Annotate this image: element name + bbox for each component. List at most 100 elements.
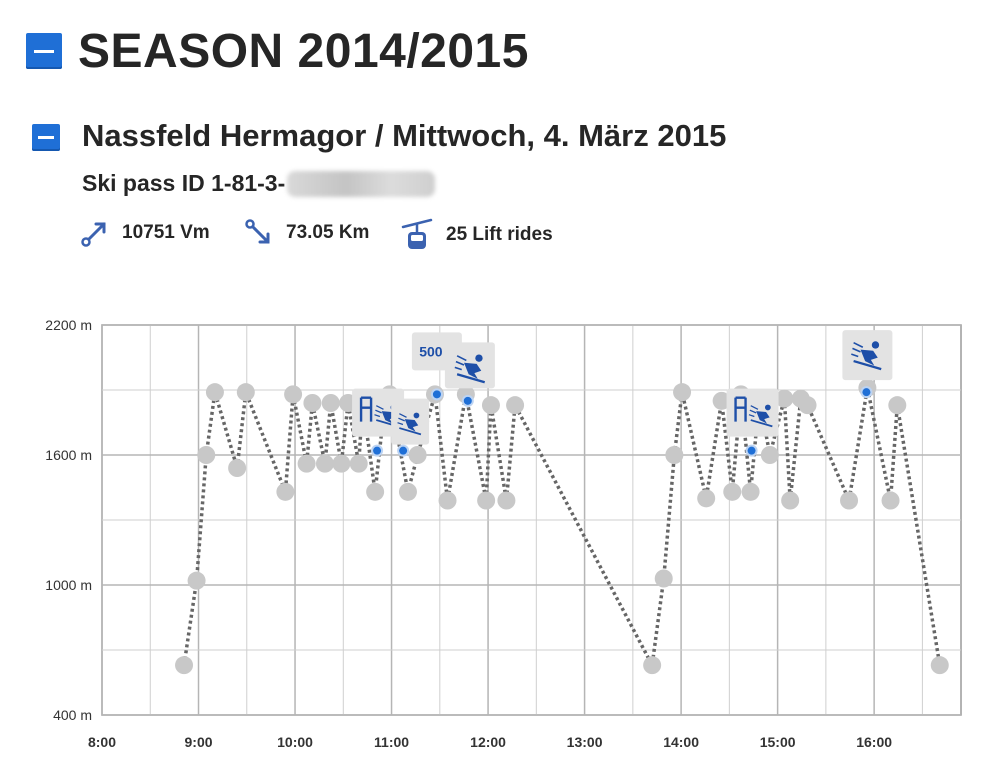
- speed-line: [456, 355, 467, 362]
- event-badge-speed: 500: [411, 332, 495, 401]
- ski: [750, 419, 773, 428]
- altitude-point: [175, 656, 194, 675]
- speed-line: [749, 409, 757, 414]
- ski: [456, 373, 486, 384]
- altitude-point: [723, 482, 742, 501]
- ascent-icon: [81, 222, 106, 247]
- lift-glyph: [734, 396, 747, 422]
- altitude-point: [665, 446, 684, 464]
- altitude-point: [760, 446, 779, 464]
- skier-glyph: [748, 404, 773, 428]
- x-tick-label: 12:00: [470, 734, 506, 750]
- altitude-point: [315, 454, 334, 473]
- skier-head: [413, 412, 420, 419]
- altitude-point: [840, 491, 859, 510]
- altitude-point: [497, 491, 516, 510]
- x-tick-label: 10:00: [277, 734, 313, 750]
- altitude-point: [197, 446, 216, 464]
- altitude-point: [276, 482, 295, 501]
- skier-glyph: [397, 412, 422, 436]
- speed-line: [397, 422, 404, 426]
- day-title: Nassfeld Hermagor / Mittwoch, 4. März 20…: [82, 118, 727, 153]
- stat-vertical: 10751 Vm: [80, 218, 210, 248]
- stat-vertical-value: 10751 Vm: [122, 222, 210, 243]
- ski: [399, 427, 422, 436]
- altitude-point: [332, 454, 351, 473]
- altitude-point: [712, 391, 731, 410]
- event-dot: [373, 446, 382, 455]
- altitude-point: [349, 454, 368, 473]
- altitude-point: [236, 383, 255, 402]
- speed-badge-label: 500: [419, 343, 443, 359]
- y-tick-label: 1000 m: [45, 577, 92, 593]
- lift-glyph: [359, 396, 373, 422]
- y-tick-label: 1600 m: [45, 447, 92, 463]
- ski: [853, 359, 882, 371]
- altitude-point: [697, 489, 716, 508]
- altitude-point: [781, 491, 800, 510]
- altitude-point: [303, 394, 322, 412]
- altitude-point: [205, 383, 224, 402]
- event-badge-lift-ski: [726, 388, 779, 457]
- altitude-point: [643, 656, 662, 675]
- event-badge-ski: [842, 330, 893, 399]
- x-tick-label: 16:00: [856, 734, 892, 750]
- speed-line: [374, 414, 381, 418]
- event-badge-ski: [391, 398, 430, 457]
- skier-body: [756, 411, 770, 424]
- ski-pass-redacted: [287, 170, 436, 197]
- stat-lifts-value: 25 Lift rides: [446, 224, 553, 245]
- y-tick-label: 2200 m: [45, 317, 92, 333]
- altitude-point: [187, 571, 206, 590]
- speed-line: [852, 347, 861, 353]
- lift-lines: [734, 396, 747, 422]
- x-tick-label: 9:00: [185, 734, 213, 750]
- altitude-point: [228, 459, 247, 477]
- event-dot: [399, 446, 408, 455]
- altitude-point: [284, 385, 303, 404]
- skier-glyph: [454, 354, 486, 384]
- x-tick-label: 13:00: [567, 734, 603, 750]
- event-badge-ski: [461, 394, 474, 407]
- altitude-point: [775, 389, 794, 408]
- speed-line: [750, 405, 759, 410]
- altitude-point: [673, 383, 692, 402]
- day-collapse-button[interactable]: [32, 124, 60, 151]
- x-tick-label: 15:00: [760, 734, 796, 750]
- speed-line: [399, 413, 407, 418]
- altitude-point: [297, 454, 316, 473]
- altitude-point: [438, 491, 457, 510]
- altitude-point: [930, 656, 949, 675]
- speed-line: [375, 405, 384, 410]
- altitude-point: [408, 446, 427, 464]
- altitude-point: [321, 394, 340, 412]
- ski-pass-row: Ski pass ID 1-81-3-: [82, 170, 436, 197]
- y-tick-label: 400 m: [53, 707, 92, 723]
- altitude-point: [477, 491, 496, 510]
- skier-body: [404, 419, 419, 432]
- altitude-point: [654, 569, 673, 588]
- event-dot: [463, 396, 472, 405]
- altitude-point: [366, 482, 385, 501]
- skier-glyph: [851, 341, 882, 371]
- event-dot: [862, 388, 871, 397]
- stat-lifts: 25 Lift rides: [400, 218, 553, 252]
- gondola-icon: [401, 218, 433, 249]
- altitude-point: [881, 491, 900, 510]
- skier-head: [764, 404, 771, 411]
- altitude-chart: 400 m 1000 m 1600 m 2200 m 8:00 9:00 10:00 11:0…: [45, 317, 962, 750]
- speed-line: [853, 341, 864, 348]
- speed-line: [454, 366, 462, 371]
- altitude-point: [481, 396, 500, 415]
- skier-head: [871, 341, 880, 349]
- season-collapse-button[interactable]: [26, 33, 62, 69]
- lift-lines: [359, 396, 373, 422]
- x-tick-label: 11:00: [374, 734, 409, 750]
- speed-line: [748, 414, 755, 418]
- skier-body: [860, 349, 878, 366]
- x-tick-label: 8:00: [88, 734, 116, 750]
- altitude-point: [398, 482, 417, 501]
- speed-line: [398, 417, 405, 422]
- event-dot: [747, 446, 756, 455]
- speed-line: [455, 360, 465, 366]
